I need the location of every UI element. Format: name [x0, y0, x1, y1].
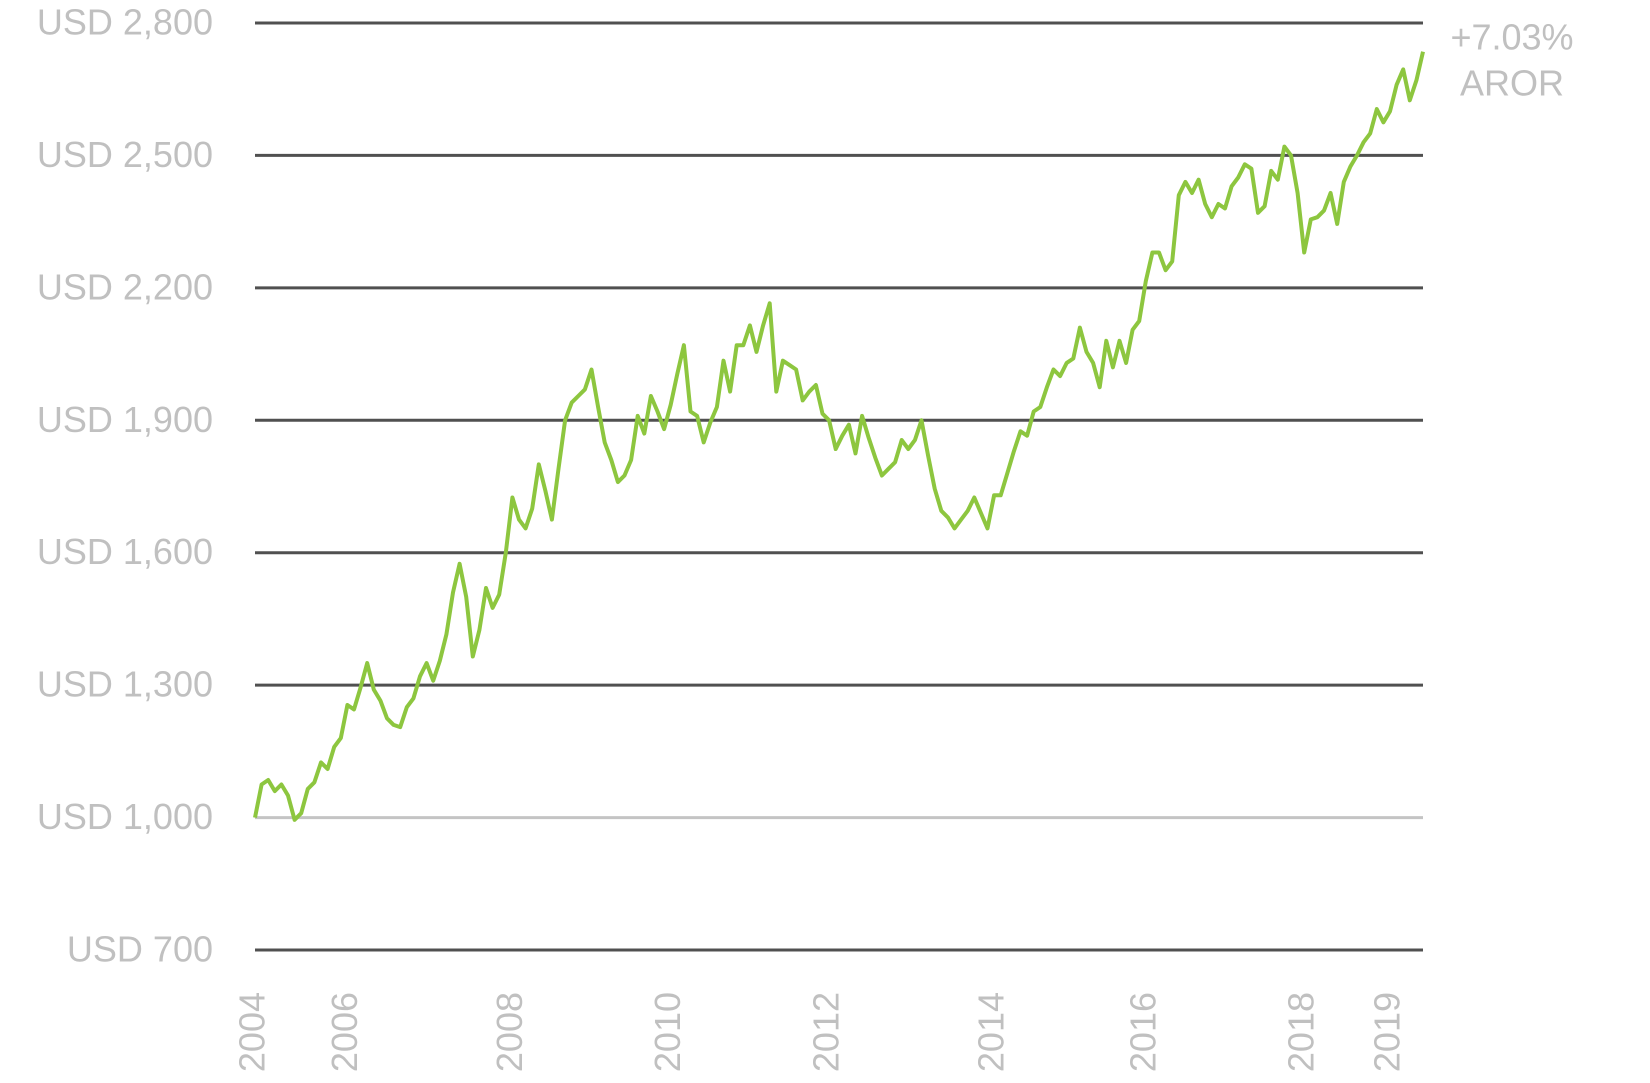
y-tick-label: USD 2,800	[37, 2, 213, 43]
y-tick-label: USD 2,200	[37, 266, 213, 307]
x-tick-label: 2016	[1122, 992, 1163, 1072]
x-tick-label: 2008	[489, 992, 530, 1072]
x-tick-label: 2012	[806, 992, 847, 1072]
y-tick-label: USD 1,900	[37, 399, 213, 440]
x-tick-label: 2004	[232, 992, 273, 1072]
x-tick-label: 2014	[971, 992, 1012, 1072]
y-tick-label: USD 1,600	[37, 531, 213, 572]
annotation: AROR	[1460, 63, 1564, 104]
y-tick-label: USD 700	[67, 929, 213, 970]
x-tick-label: 2010	[647, 992, 688, 1072]
data-line	[253, 51, 1425, 822]
x-tick-label: 2019	[1367, 992, 1408, 1072]
y-tick-label: USD 1,000	[37, 796, 213, 837]
y-tick-label: USD 1,300	[37, 664, 213, 705]
x-tick-label: 2018	[1281, 992, 1322, 1072]
x-tick-label: 2006	[324, 992, 365, 1072]
annotation: +7.03%	[1450, 17, 1573, 58]
y-tick-label: USD 2,500	[37, 134, 213, 175]
